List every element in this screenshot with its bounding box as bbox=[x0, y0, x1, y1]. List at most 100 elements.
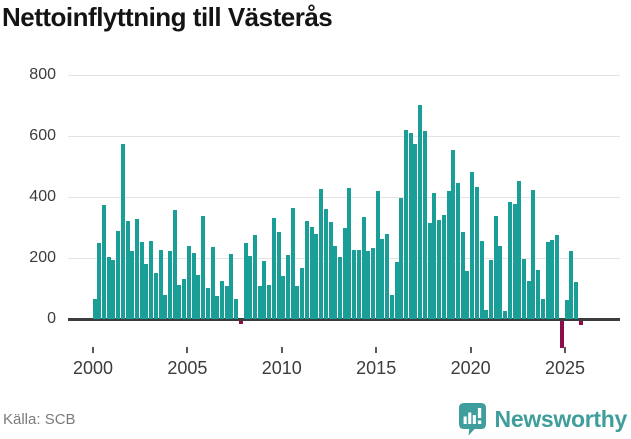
bar-quarter-negative bbox=[238, 320, 243, 324]
bar-quarter bbox=[385, 233, 390, 319]
bar-quarter bbox=[432, 193, 437, 319]
bar-quarter bbox=[380, 239, 385, 319]
bar-quarter bbox=[304, 221, 309, 319]
bar-quarter-negative bbox=[578, 320, 583, 326]
bar-quarter bbox=[479, 240, 484, 319]
bar-quarter bbox=[526, 280, 531, 319]
bar-quarter bbox=[451, 150, 456, 319]
bar-quarter bbox=[314, 233, 319, 319]
bar-quarter bbox=[248, 255, 253, 319]
bar-quarter bbox=[512, 204, 517, 319]
bar-quarter bbox=[177, 285, 182, 319]
newsworthy-bubble-chart-icon bbox=[458, 403, 486, 436]
bar-quarter bbox=[418, 104, 423, 319]
bar-quarter bbox=[408, 132, 413, 319]
bar-quarter bbox=[252, 234, 257, 319]
bar-quarter bbox=[243, 243, 248, 319]
bar-quarter bbox=[337, 257, 342, 319]
bar-quarter bbox=[470, 171, 475, 319]
bar-quarter bbox=[536, 269, 541, 319]
bar-quarter bbox=[507, 201, 512, 319]
bar-quarter bbox=[158, 250, 163, 319]
bar-quarter bbox=[446, 190, 451, 319]
bar-quarter bbox=[441, 215, 446, 319]
bar-quarter bbox=[201, 216, 206, 319]
bar-quarter bbox=[517, 180, 522, 319]
source-note: Källa: SCB bbox=[3, 411, 76, 428]
bar-quarter bbox=[366, 250, 371, 319]
bar-quarter bbox=[229, 254, 234, 319]
bar-quarter bbox=[319, 189, 324, 319]
y-axis-label: 200 bbox=[29, 249, 56, 266]
y-axis-label: 600 bbox=[29, 127, 56, 144]
bar-quarter bbox=[149, 241, 154, 319]
bar-quarter bbox=[295, 286, 300, 319]
bar-quarter bbox=[172, 210, 177, 319]
bar-quarter bbox=[286, 254, 291, 319]
bar-quarter bbox=[144, 264, 149, 319]
bar-quarter bbox=[262, 261, 267, 319]
bar-quarter bbox=[545, 242, 550, 319]
bar-quarter bbox=[389, 294, 394, 319]
bar-quarter bbox=[413, 143, 418, 319]
bar-quarter bbox=[564, 300, 569, 319]
x-axis-label: 2000 bbox=[72, 358, 114, 378]
bar-quarter bbox=[168, 250, 173, 319]
bar-quarter bbox=[437, 219, 442, 319]
bar-quarter bbox=[101, 204, 106, 319]
bar-quarter bbox=[276, 232, 281, 319]
bar-quarter bbox=[555, 234, 560, 319]
x-axis-label: 2010 bbox=[261, 358, 302, 378]
bar-quarter bbox=[394, 261, 399, 319]
bar-quarter bbox=[569, 250, 574, 319]
bar-quarter bbox=[375, 190, 380, 319]
bar-quarter bbox=[182, 279, 187, 319]
bar-quarter-negative bbox=[559, 320, 564, 348]
newsworthy-wordmark: Newsworthy bbox=[494, 406, 628, 432]
bar-quarter bbox=[205, 287, 210, 319]
bar-quarter bbox=[257, 286, 262, 319]
bar-quarter bbox=[484, 309, 489, 319]
bar-quarter bbox=[267, 285, 272, 319]
bar-quarter bbox=[300, 268, 305, 319]
bar-quarter bbox=[488, 259, 493, 319]
bar-quarter bbox=[370, 248, 375, 319]
x-axis-label: 2020 bbox=[450, 358, 491, 378]
bar-quarter bbox=[474, 186, 479, 319]
bar-quarter bbox=[153, 273, 158, 319]
bar-quarter bbox=[234, 298, 239, 319]
bar-quarter bbox=[125, 221, 130, 319]
bar-quarter bbox=[356, 249, 361, 319]
x-axis-zero-line bbox=[68, 318, 620, 321]
bar-quarter bbox=[465, 271, 470, 319]
bar-quarter bbox=[493, 215, 498, 319]
x-axis-tick bbox=[469, 347, 472, 353]
gridline-y400 bbox=[68, 197, 620, 198]
bar-quarter bbox=[540, 298, 545, 319]
x-axis-tick bbox=[280, 347, 283, 353]
bar-quarter bbox=[139, 242, 144, 319]
bar-quarter bbox=[116, 230, 121, 319]
x-axis-tick bbox=[375, 347, 378, 353]
bar-quarter bbox=[399, 197, 404, 319]
bar-quarter bbox=[352, 250, 357, 319]
bar-quarter bbox=[281, 276, 286, 319]
bar-quarter bbox=[550, 240, 555, 319]
bar-quarter bbox=[196, 275, 201, 319]
bar-quarter bbox=[290, 207, 295, 319]
bar-quarter bbox=[130, 250, 135, 319]
x-axis-label: 2005 bbox=[167, 358, 208, 378]
bar-quarter bbox=[498, 246, 503, 319]
chart-title: Nettoinflyttning till Västerås bbox=[2, 2, 333, 32]
bar-quarter bbox=[328, 222, 333, 319]
newsworthy-logo[interactable]: Newsworthy bbox=[458, 403, 628, 436]
bar-quarter bbox=[503, 311, 508, 319]
y-axis-label: 400 bbox=[29, 188, 56, 205]
bar-quarter bbox=[215, 296, 220, 319]
bar-quarter bbox=[219, 280, 224, 319]
bar-quarter bbox=[333, 246, 338, 319]
gridline-y600 bbox=[68, 136, 620, 137]
bar-quarter bbox=[404, 129, 409, 319]
bar-quarter bbox=[422, 130, 427, 319]
